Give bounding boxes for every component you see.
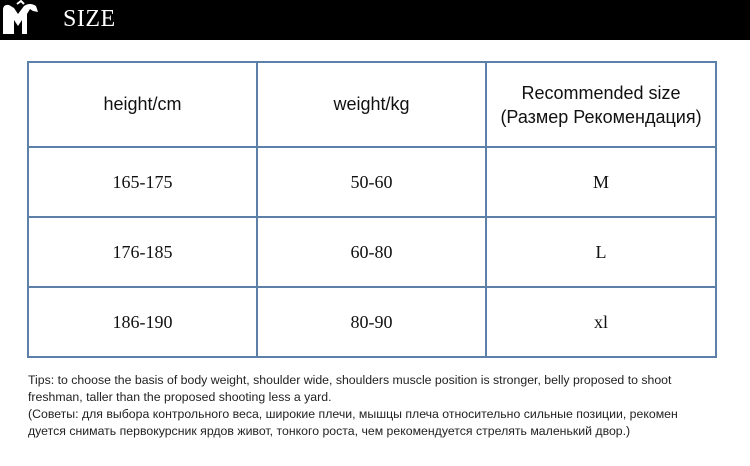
size-cell: L bbox=[485, 216, 717, 288]
height-header: height/cm bbox=[27, 61, 258, 148]
header-banner: SIZE bbox=[0, 0, 750, 40]
size-cell: M bbox=[485, 146, 717, 218]
brand-logo bbox=[0, 0, 42, 40]
height-cell: 186-190 bbox=[27, 286, 258, 358]
weight-cell: 60-80 bbox=[256, 216, 487, 288]
recommended-size-header: Recommended size (Размер Рекомендация) bbox=[485, 61, 717, 148]
height-cell: 165-175 bbox=[27, 146, 258, 218]
banner-title: SIZE bbox=[63, 6, 116, 32]
table-header-row: height/cm weight/kg Recommended size (Ра… bbox=[27, 61, 717, 148]
weight-header: weight/kg bbox=[256, 61, 487, 148]
size-cell: xl bbox=[485, 286, 717, 358]
size-tips: Tips: to choose the basis of body weight… bbox=[28, 372, 718, 440]
table-row: 186-190 80-90 xl bbox=[27, 286, 717, 358]
tips-russian: (Советы: для выбора контрольного веса, ш… bbox=[28, 407, 678, 438]
table-row: 165-175 50-60 M bbox=[27, 146, 717, 218]
table-row: 176-185 60-80 L bbox=[27, 216, 717, 288]
size-header-line2: (Размер Рекомендация) bbox=[500, 106, 702, 127]
height-cell: 176-185 bbox=[27, 216, 258, 288]
size-chart-table: height/cm weight/kg Recommended size (Ра… bbox=[27, 61, 717, 358]
size-header-line1: Recommended size bbox=[521, 82, 681, 103]
weight-cell: 50-60 bbox=[256, 146, 487, 218]
tips-english: Tips: to choose the basis of body weight… bbox=[28, 373, 672, 404]
weight-cell: 80-90 bbox=[256, 286, 487, 358]
